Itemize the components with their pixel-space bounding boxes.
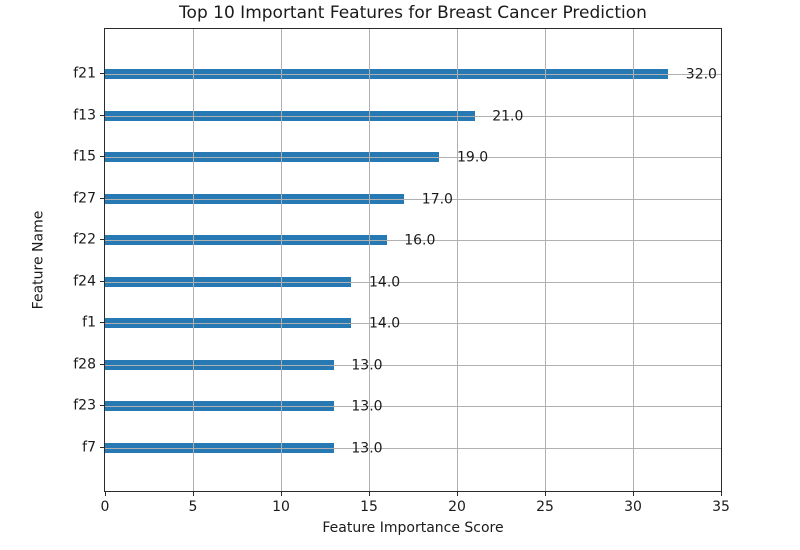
x-gridline [633,29,634,491]
y-tick-label: f13 [73,106,96,123]
x-tick-mark [545,492,546,496]
y-tick-mark [100,156,104,158]
x-tick-mark [721,492,722,496]
y-tick-mark [100,239,104,241]
x-gridline [457,29,458,491]
y-tick-label: f22 [73,231,96,248]
y-tick-label: f23 [73,397,96,414]
y-tick-mark [100,405,104,407]
x-tick-mark [193,492,194,496]
y-gridline [105,240,721,242]
x-gridline [193,29,194,491]
y-tick-mark [100,447,104,448]
y-gridline [105,115,721,117]
x-tick-mark [281,492,282,496]
y-gridline [105,364,721,366]
bar-value-label: 14.0 [369,315,401,332]
y-tick-label: f15 [73,148,96,165]
x-tick-label: 20 [448,499,466,515]
y-tick-mark [100,322,104,324]
x-tick-label: 10 [272,499,290,515]
x-tick-label: 15 [360,499,378,515]
y-axis-label: Feature Name [30,210,47,310]
bar-value-label: 14.0 [369,274,401,291]
y-gridline [105,74,721,75]
y-gridline [105,448,721,449]
x-axis-label: Feature Importance Score [322,520,504,536]
x-gridline [369,29,370,491]
plot-area: 32.0 21.0 19.0 17.0 16.0 14.0 14.0 13.0 13.0 13.0 [104,28,722,492]
bar-value-label: 21.0 [492,107,524,124]
x-gridline [281,29,282,491]
x-tick-mark [105,492,106,496]
x-tick-label: 0 [100,499,110,515]
y-tick-label: f24 [73,273,96,290]
x-tick-label: 25 [536,499,554,515]
bar-value-label: 13.0 [351,357,383,374]
x-tick-mark [633,492,634,496]
y-gridline [105,406,721,408]
x-gridline [545,29,546,491]
y-gridline [105,281,721,283]
y-gridline [105,198,721,200]
y-gridline [105,157,721,159]
bar-value-label: 17.0 [421,190,453,207]
y-tick-mark [100,114,104,116]
bar-value-label: 19.0 [457,149,489,166]
y-tick-mark [100,73,104,74]
y-tick-label: f27 [73,189,96,206]
bar-value-label: 13.0 [351,440,383,457]
x-tick-label: 5 [188,499,198,515]
bar-value-label: 13.0 [351,398,383,415]
x-tick-label: 35 [712,499,730,515]
bar-value-label: 16.0 [404,232,436,249]
y-tick-label: f7 [82,439,96,456]
chart-title: Top 10 Important Features for Breast Can… [179,3,647,23]
bar-value-label: 32.0 [685,66,717,83]
y-tick-label: f1 [82,314,96,331]
y-gridline [105,323,721,325]
y-tick-label: f21 [73,65,96,82]
y-tick-mark [100,363,104,365]
x-tick-mark [457,492,458,496]
x-tick-mark [369,492,370,496]
y-tick-mark [100,280,104,282]
y-tick-mark [100,197,104,199]
y-tick-label: f28 [73,356,96,373]
x-tick-label: 30 [624,499,642,515]
